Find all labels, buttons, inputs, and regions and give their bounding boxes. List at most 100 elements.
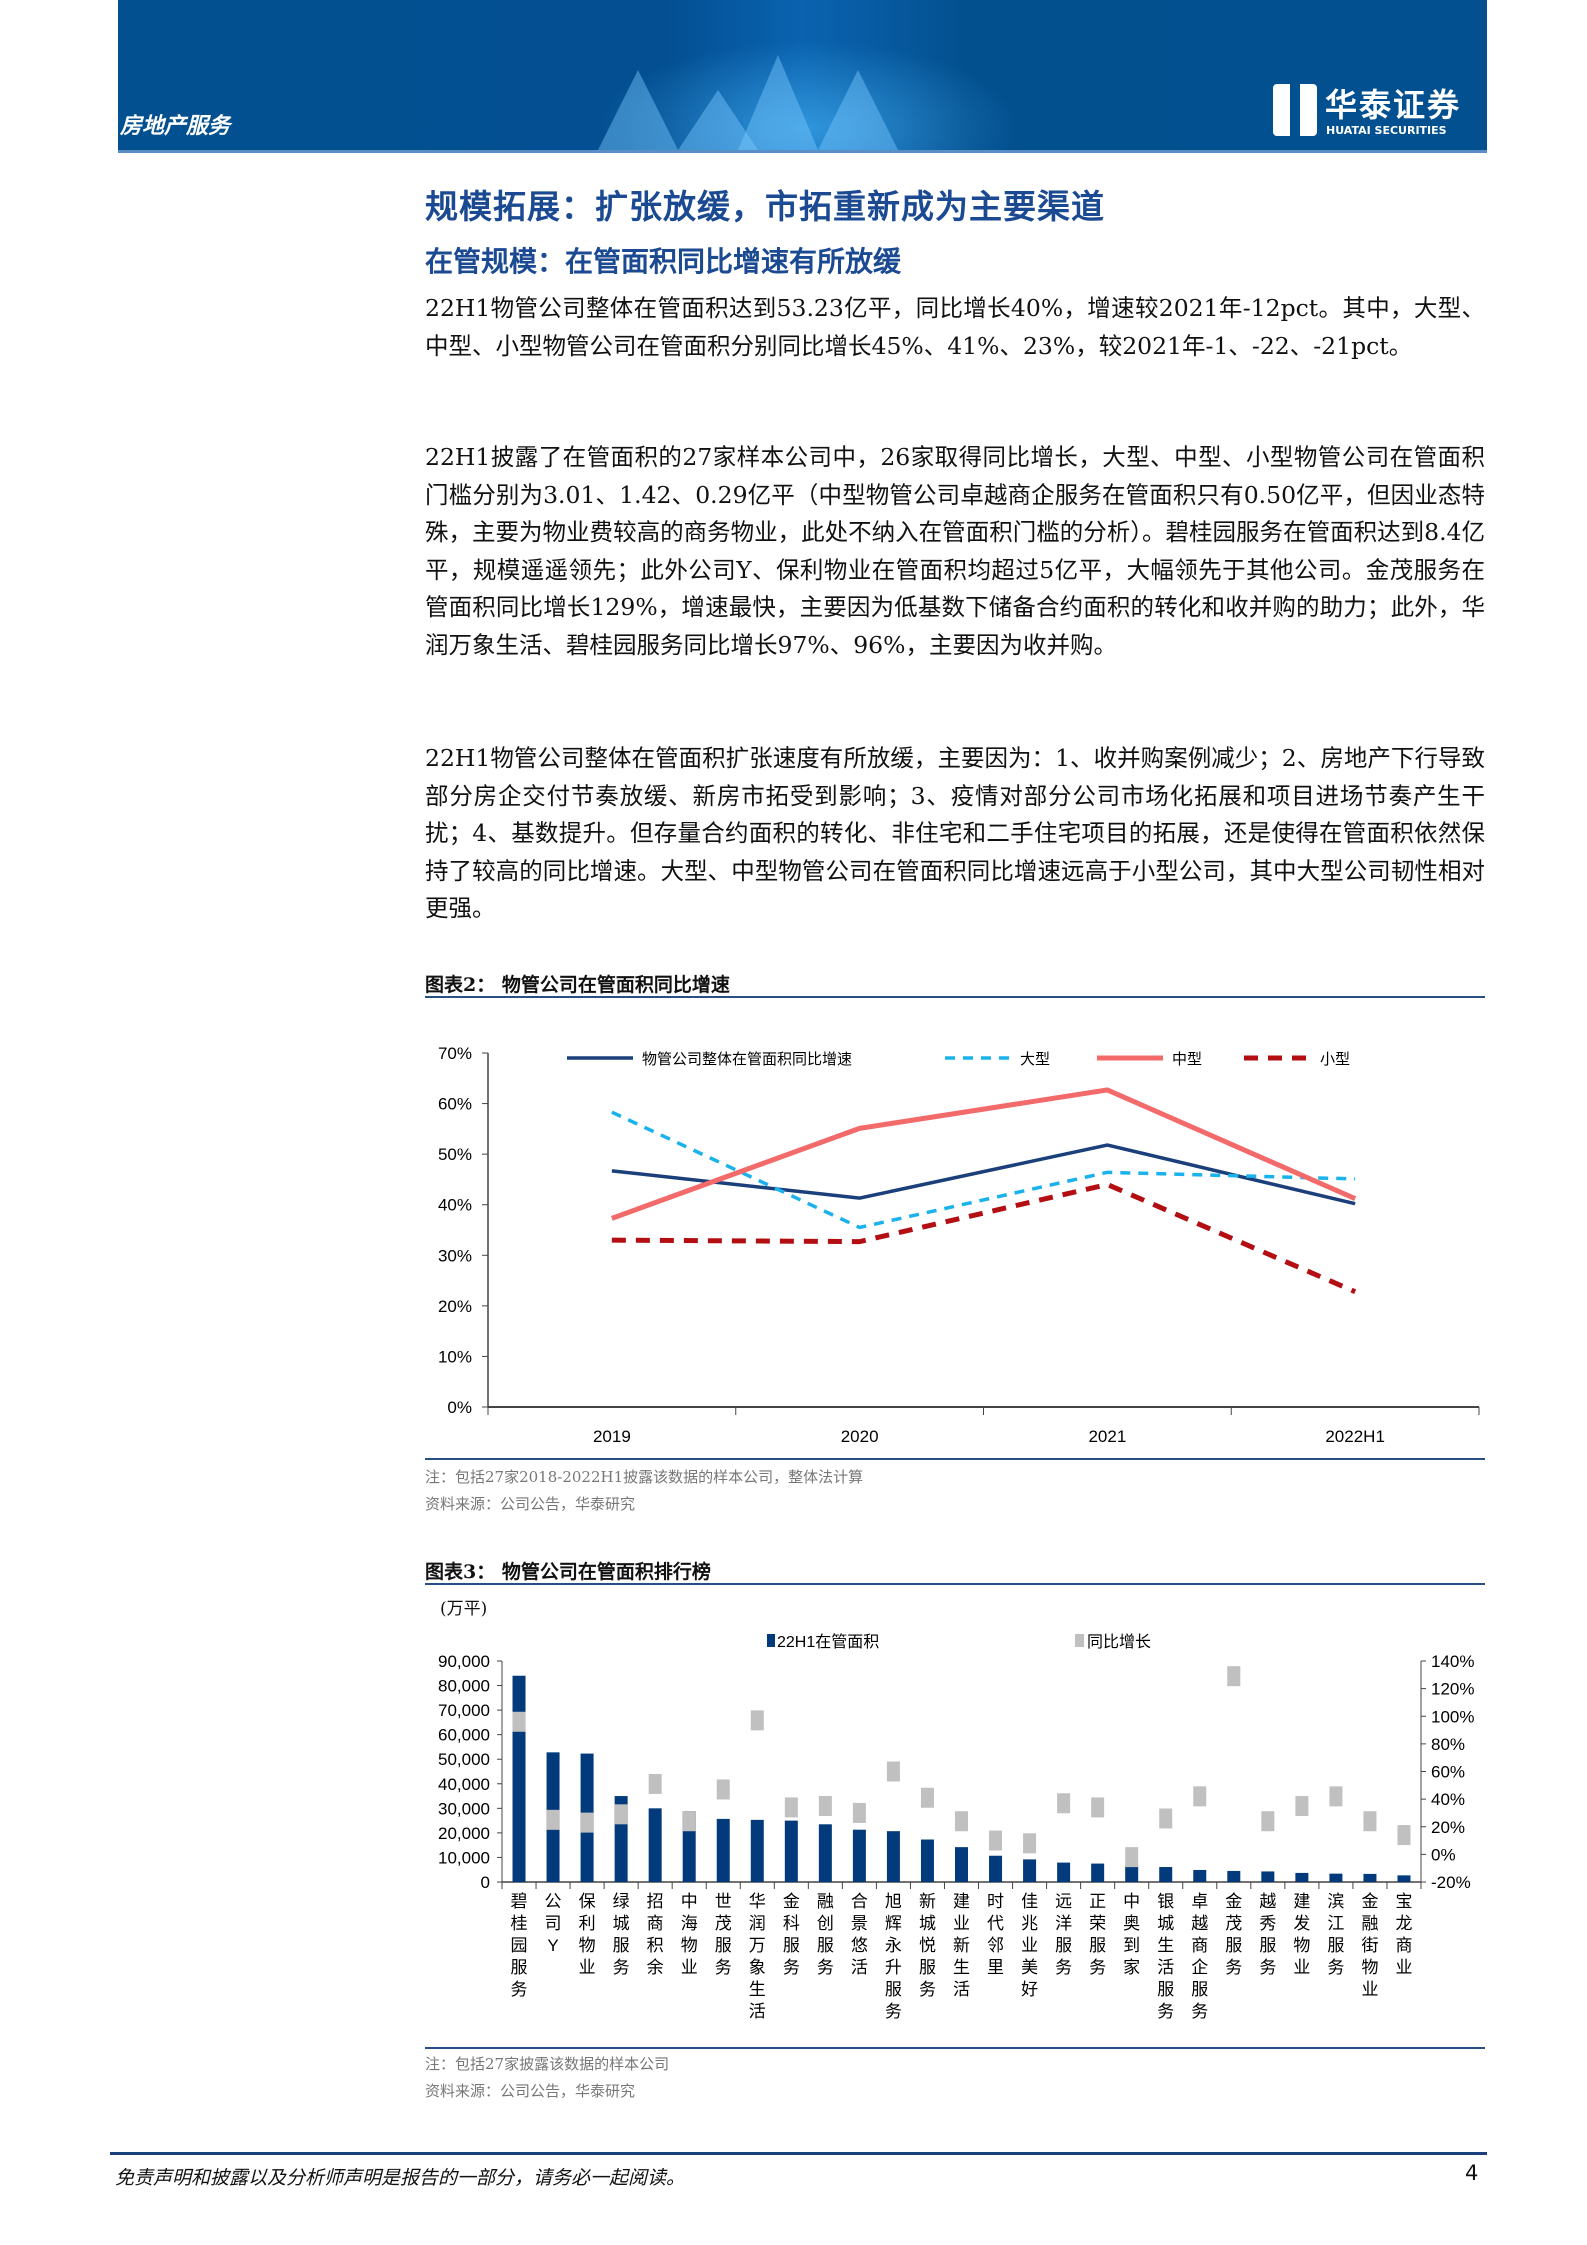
x-tick-label: 金融街物业 xyxy=(1361,1892,1378,1999)
x-tick-label: 融创服务 xyxy=(817,1892,834,1977)
x-tick-label: 公司 Y xyxy=(545,1892,562,1955)
y-tick-label: 50,000 xyxy=(438,1750,490,1769)
x-tick-label: 碧桂园服务 xyxy=(511,1892,528,1999)
growth-marker xyxy=(818,1796,832,1817)
legend-swatch xyxy=(767,1634,775,1647)
figure-note: 注：包括27家2018-2022H1披露该数据的样本公司，整体法计算 xyxy=(425,1468,864,1486)
y-tick-label: 30% xyxy=(438,1246,472,1265)
growth-marker xyxy=(989,1830,1003,1851)
section-label: 房地产服务 xyxy=(120,113,231,139)
growth-marker xyxy=(1159,1808,1173,1829)
y-tick-label: 10% xyxy=(438,1347,472,1366)
x-tick-label: 建发物业 xyxy=(1293,1892,1310,1977)
legend-label: 物管公司整体在管面积同比增速 xyxy=(642,1051,852,1068)
logo-subtext: HUATAI SECURITIES xyxy=(1326,124,1447,137)
figure-note: 注：包括27家披露该数据的样本公司 xyxy=(425,2055,670,2073)
x-tick-label: 2020 xyxy=(841,1427,879,1446)
legend-label: 同比增长 xyxy=(1087,1633,1151,1651)
bar xyxy=(1397,1875,1411,1882)
divider xyxy=(425,2047,1485,2049)
x-tick-label: 保利物业 xyxy=(579,1892,596,1977)
growth-marker xyxy=(1261,1811,1275,1832)
x-tick-label: 2021 xyxy=(1088,1427,1126,1446)
bar xyxy=(1363,1873,1377,1882)
x-tick-label: 卓越商企服务 xyxy=(1191,1892,1208,2021)
bar xyxy=(1091,1863,1105,1882)
growth-marker xyxy=(716,1779,730,1800)
growth-marker xyxy=(1227,1666,1241,1687)
growth-marker xyxy=(1091,1797,1105,1818)
x-tick-label: 银城生活服务 xyxy=(1157,1892,1174,2021)
y-tick-label: 70,000 xyxy=(438,1701,490,1720)
series-line xyxy=(611,1110,1356,1230)
x-tick-label: 新城悦服务 xyxy=(919,1892,936,1999)
x-tick-label: 佳兆业美好 xyxy=(1021,1892,1038,1999)
figure-source: 资料来源：公司公告，华泰研究 xyxy=(425,1495,636,1513)
bar xyxy=(852,1829,866,1882)
y2-tick-label: 40% xyxy=(1431,1790,1465,1809)
divider xyxy=(425,1583,1485,1585)
bar xyxy=(784,1820,798,1882)
y2-tick-label: -20% xyxy=(1431,1873,1471,1892)
y-tick-label: 20,000 xyxy=(438,1824,490,1843)
x-tick-label: 越秀服务 xyxy=(1259,1892,1276,1977)
legend-label: 中型 xyxy=(1172,1051,1202,1068)
growth-marker xyxy=(1329,1786,1343,1807)
y2-tick-label: 100% xyxy=(1431,1707,1474,1726)
bar xyxy=(1261,1871,1275,1882)
bar xyxy=(818,1824,832,1882)
growth-marker xyxy=(1193,1786,1207,1807)
x-tick-label: 远洋服务 xyxy=(1055,1892,1072,1977)
x-tick-label: 绿城服务 xyxy=(613,1892,630,1977)
x-tick-label: 合景悠活 xyxy=(851,1892,868,1977)
growth-marker xyxy=(1397,1825,1411,1846)
bar xyxy=(1125,1865,1139,1882)
bar xyxy=(886,1831,900,1882)
bar xyxy=(1023,1859,1037,1882)
y-tick-label: 80,000 xyxy=(438,1677,490,1696)
x-tick-label: 中奥到家 xyxy=(1123,1892,1140,1977)
paragraph: 22H1物管公司整体在管面积达到53.23亿平，同比增长40%，增速较2021年… xyxy=(425,294,1485,360)
x-tick-label: 中海物业 xyxy=(681,1892,698,1977)
growth-marker xyxy=(784,1797,798,1818)
y-tick-label: 0% xyxy=(447,1398,472,1417)
y2-tick-label: 120% xyxy=(1431,1680,1474,1699)
growth-marker xyxy=(1363,1811,1377,1832)
x-tick-label: 时代邻里 xyxy=(987,1892,1004,1977)
bar xyxy=(1057,1862,1071,1882)
bar xyxy=(955,1847,968,1882)
axis-unit: (万平) xyxy=(440,1599,488,1619)
growth-marker xyxy=(1057,1793,1071,1814)
figure-source: 资料来源：公司公告，华泰研究 xyxy=(425,2082,636,2100)
page-header: 房地产服务 华泰证券 HUATAI SECURITIES xyxy=(118,0,1487,153)
x-tick-label: 建业新生活 xyxy=(953,1892,970,1999)
figure-title: 图表2： 物管公司在管面积同比增速 xyxy=(425,974,730,996)
bar xyxy=(1193,1869,1207,1882)
y-tick-label: 90,000 xyxy=(438,1652,490,1671)
x-tick-label: 2019 xyxy=(593,1427,631,1446)
growth-marker xyxy=(1125,1847,1139,1868)
x-tick-label: 招商积余 xyxy=(647,1892,664,1977)
legend-label: 小型 xyxy=(1320,1051,1350,1068)
growth-marker xyxy=(1295,1796,1309,1817)
growth-marker xyxy=(750,1710,764,1731)
header-graphic xyxy=(598,40,1018,150)
series-line xyxy=(611,1087,1357,1221)
footer-disclaimer: 免责声明和披露以及分析师声明是报告的一部分，请务必一起阅读。 xyxy=(115,2167,686,2189)
paragraph: 22H1物管公司整体在管面积扩张速度有所放缓，主要因为：1、收并购案例减少；2、… xyxy=(425,744,1485,922)
growth-marker xyxy=(1023,1833,1037,1854)
growth-marker xyxy=(920,1787,934,1808)
bar xyxy=(1159,1867,1173,1882)
divider xyxy=(425,996,1485,998)
y2-tick-label: 140% xyxy=(1431,1652,1474,1671)
bar xyxy=(1295,1872,1309,1882)
bar xyxy=(1227,1870,1241,1882)
bar xyxy=(989,1855,1003,1882)
growth-marker xyxy=(955,1811,968,1832)
bar xyxy=(1329,1873,1343,1882)
y-tick-label: 50% xyxy=(438,1145,472,1164)
divider xyxy=(425,1458,1485,1460)
x-tick-label: 金茂服务 xyxy=(1225,1892,1242,1977)
